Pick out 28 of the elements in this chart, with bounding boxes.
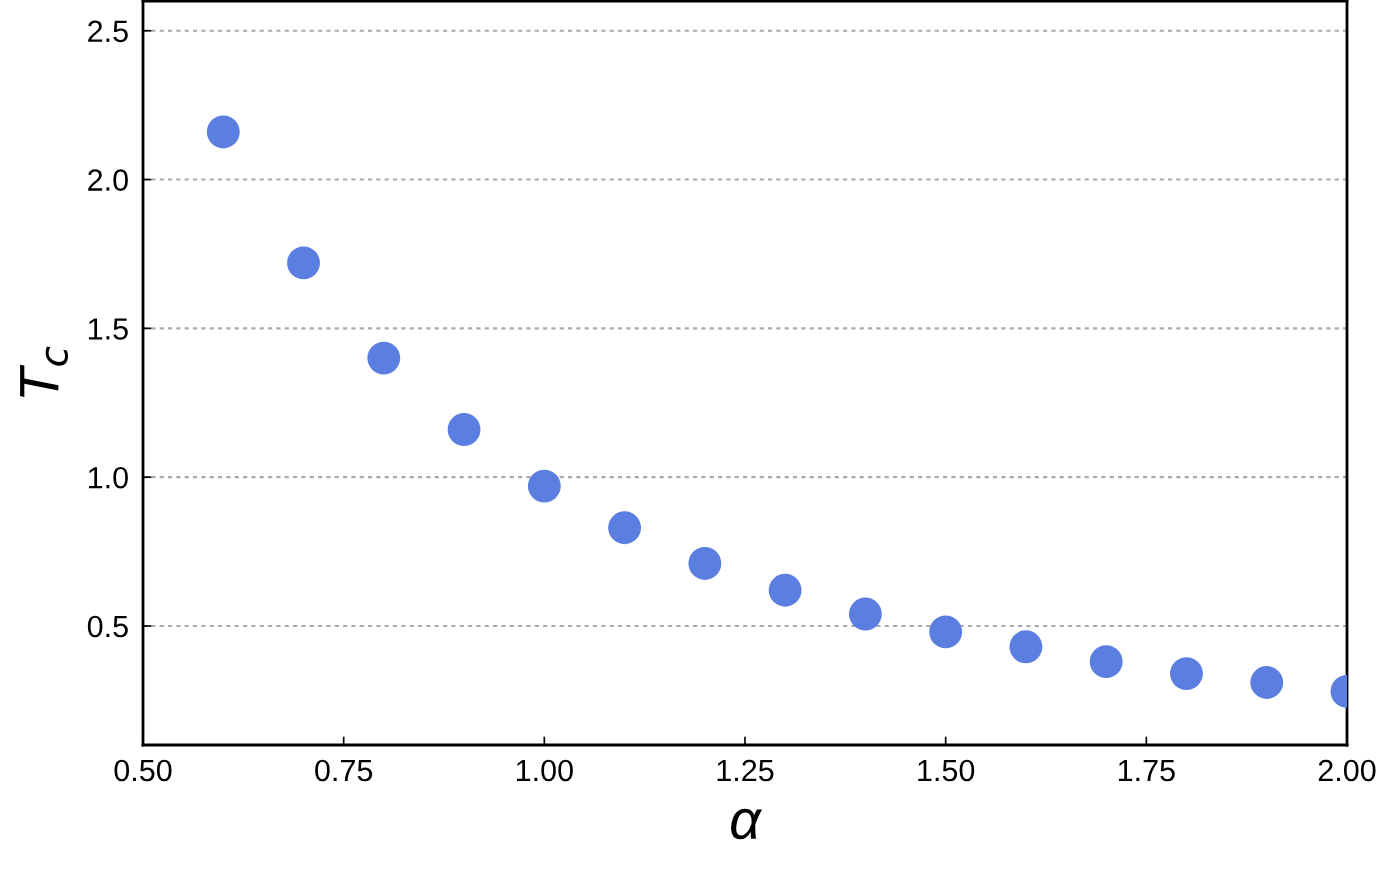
y-tick-label: 1.0	[88, 466, 128, 489]
x-tick-label: 1.25	[717, 759, 774, 782]
x-tick-label: 1.00	[516, 759, 573, 782]
point	[1250, 666, 1284, 699]
x-tick-label: 2.00	[1318, 759, 1376, 782]
point	[367, 341, 401, 375]
point	[688, 547, 722, 580]
point	[768, 573, 802, 607]
point	[929, 615, 963, 649]
x-tick-label: 0.50	[114, 759, 172, 782]
point	[1170, 657, 1203, 691]
point	[447, 413, 481, 446]
point	[1089, 645, 1123, 679]
point	[287, 246, 320, 280]
point	[608, 511, 642, 545]
x-tick-label: 0.75	[315, 759, 373, 782]
point	[848, 597, 882, 631]
point	[206, 115, 240, 149]
y-tick-label: 2.5	[88, 20, 128, 43]
point	[1009, 630, 1043, 664]
y-tick-label: 0.5	[87, 615, 128, 638]
point	[527, 469, 561, 503]
y-tick-label: 2.0	[88, 169, 128, 191]
y-tick-label: 1.5	[88, 318, 128, 340]
x-tick-label: 1.50	[918, 759, 975, 782]
x-tick-label: 1.75	[1118, 760, 1175, 782]
x-axis-title: α	[731, 808, 763, 840]
y-axis-title: T$_{c}$	[20, 346, 68, 397]
